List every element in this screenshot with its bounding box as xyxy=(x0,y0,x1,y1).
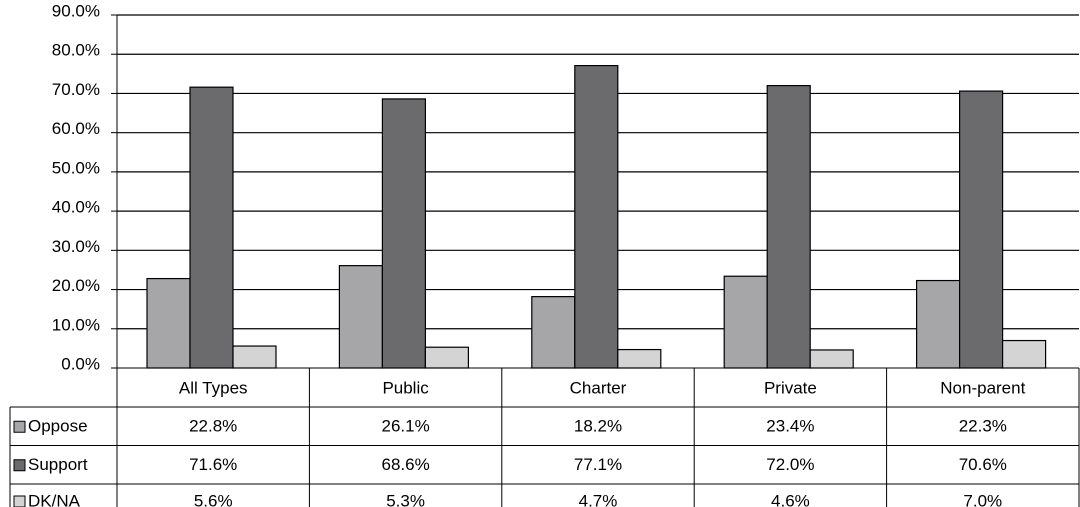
x-tick-label: Charter xyxy=(570,378,627,397)
bar xyxy=(1001,339,1047,369)
bar xyxy=(809,349,854,369)
y-tick-label: 90.0% xyxy=(52,1,100,20)
bar xyxy=(958,90,1004,369)
bar xyxy=(766,84,811,369)
x-tick-label: All Types xyxy=(179,378,248,397)
y-tick-label: 60.0% xyxy=(52,119,100,138)
bar xyxy=(189,86,234,369)
bar xyxy=(146,277,191,369)
data-label: 5.6% xyxy=(194,491,233,507)
legend-label: Oppose xyxy=(28,417,88,436)
legend-label: DK/NA xyxy=(28,491,81,507)
legend-swatch xyxy=(13,495,26,507)
bar xyxy=(574,64,619,369)
bar xyxy=(617,348,662,369)
data-label: 18.2% xyxy=(574,417,622,436)
y-tick-label: 80.0% xyxy=(52,41,100,60)
bar xyxy=(424,346,469,369)
data-label: 68.6% xyxy=(381,455,429,474)
bar xyxy=(915,279,961,369)
bar xyxy=(232,345,277,369)
data-label: 71.6% xyxy=(189,455,237,474)
data-label: 23.4% xyxy=(766,417,814,436)
y-tick-label: 10.0% xyxy=(52,315,100,334)
data-label: 7.0% xyxy=(963,491,1002,507)
x-tick-label: Private xyxy=(764,378,817,397)
bar xyxy=(531,296,576,369)
data-label: 5.3% xyxy=(386,491,425,507)
data-label: 72.0% xyxy=(766,455,814,474)
data-label: 26.1% xyxy=(381,417,429,436)
legend-swatch xyxy=(13,420,26,433)
data-label: 22.8% xyxy=(189,417,237,436)
legend-swatch xyxy=(13,459,26,472)
y-tick-label: 40.0% xyxy=(52,198,100,217)
legend-label: Support xyxy=(28,455,88,474)
y-tick-label: 50.0% xyxy=(52,158,100,177)
x-tick-label: Non-parent xyxy=(940,378,1025,397)
bar xyxy=(723,275,768,369)
data-label: 22.3% xyxy=(959,417,1007,436)
y-tick-label: 30.0% xyxy=(52,237,100,256)
bar xyxy=(381,98,426,369)
data-label: 70.6% xyxy=(959,455,1007,474)
bar xyxy=(338,265,383,369)
data-label: 4.6% xyxy=(771,491,810,507)
data-label: 4.7% xyxy=(579,491,618,507)
y-tick-label: 70.0% xyxy=(52,80,100,99)
data-label: 77.1% xyxy=(574,455,622,474)
y-tick-label: 20.0% xyxy=(52,276,100,295)
y-tick-label: 0.0% xyxy=(61,354,100,373)
x-tick-label: Public xyxy=(382,378,429,397)
